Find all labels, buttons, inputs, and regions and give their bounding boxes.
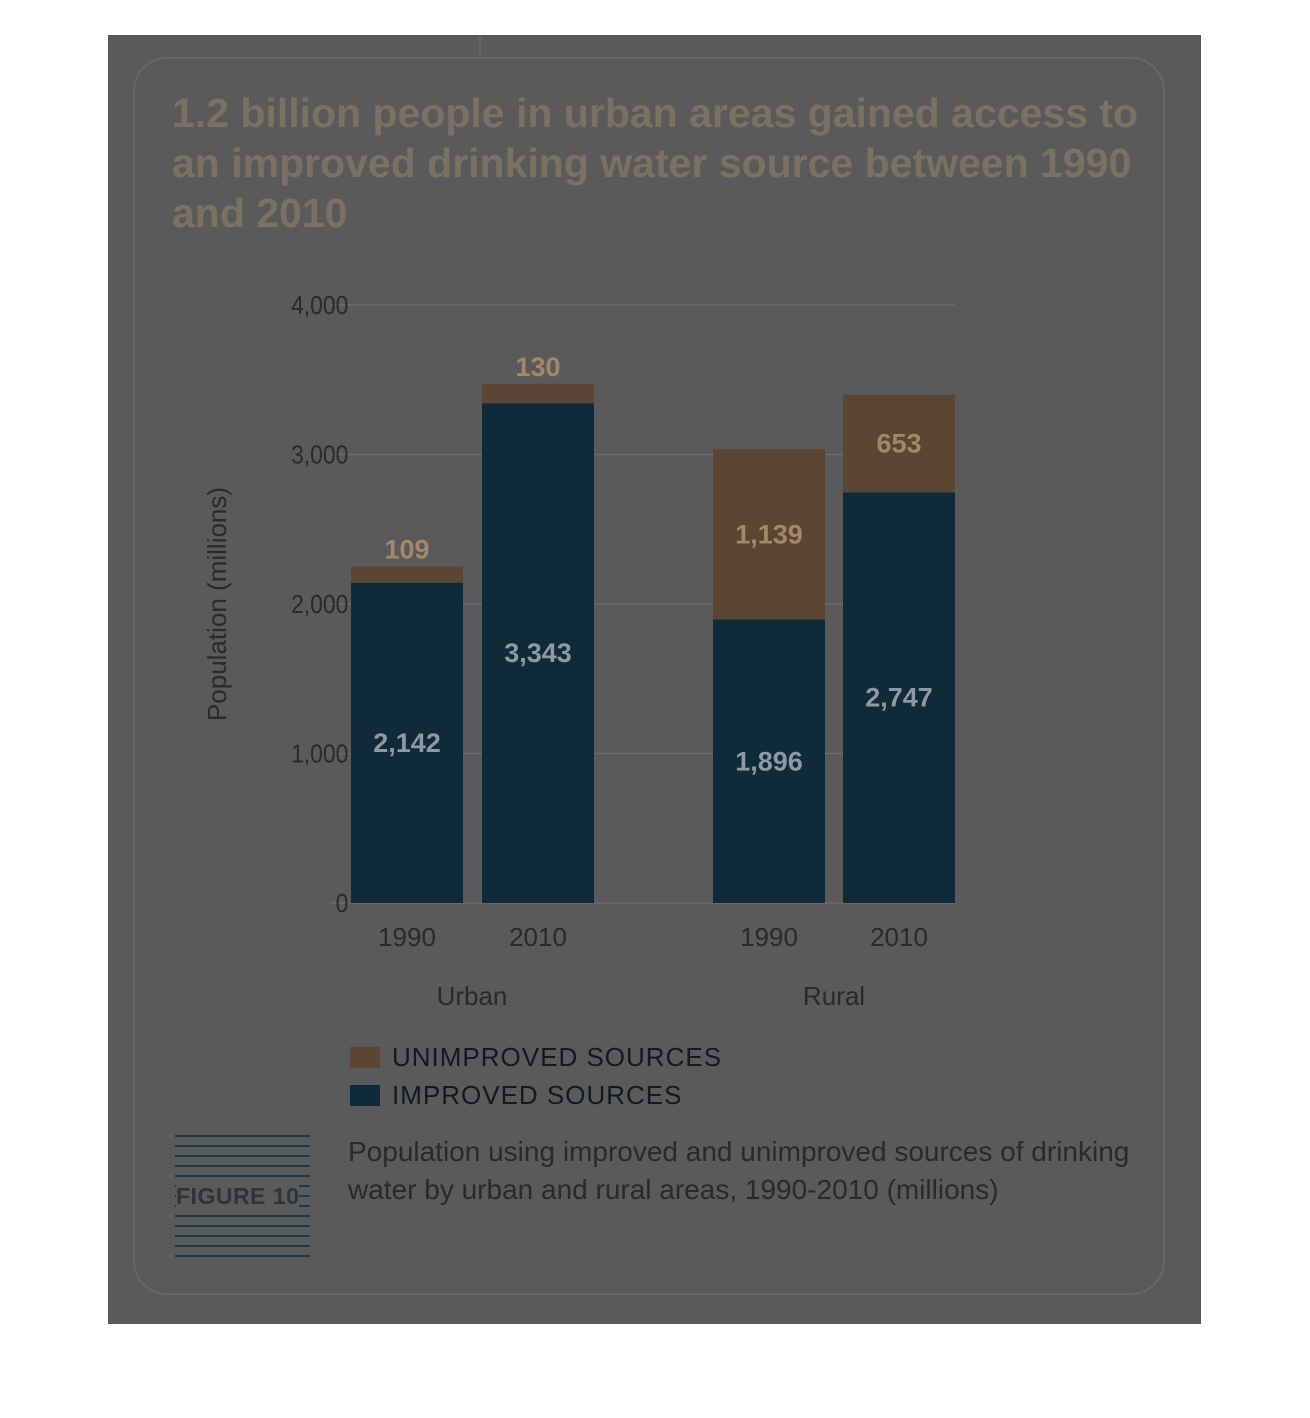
legend-swatch-improved: [350, 1084, 380, 1106]
data-label-unimproved: 1,139: [735, 519, 803, 549]
bar-improved: [351, 582, 463, 903]
x-tick-label: 2010: [870, 922, 928, 952]
bar-improved: [482, 403, 594, 903]
y-axis-label: Population (millions): [202, 487, 232, 721]
chart-legend: UNIMPROVED SOURCES IMPROVED SOURCES: [350, 1038, 722, 1114]
column-divider: [479, 35, 481, 55]
data-label-unimproved: 109: [384, 534, 429, 564]
data-label-improved: 1,896: [735, 746, 803, 776]
figure-number: FIGURE 10: [176, 1182, 300, 1211]
x-tick-label: 1990: [378, 922, 436, 952]
bar-unimproved: [713, 449, 825, 620]
x-group-label: Rural: [803, 981, 865, 1011]
data-label-unimproved: 653: [876, 429, 921, 459]
x-group-label: Urban: [437, 981, 508, 1011]
figure-panel: [108, 35, 1201, 1324]
figure-title: 1.2 billion people in urban areas gained…: [172, 90, 1139, 236]
figure-caption: Population using improved and unimproved…: [348, 1136, 1130, 1205]
bar-unimproved: [843, 394, 955, 493]
bar-improved: [713, 619, 825, 903]
y-tick-label: 0: [336, 890, 349, 919]
data-label-improved: 3,343: [504, 638, 572, 668]
legend-label-improved: IMPROVED SOURCES: [392, 1079, 683, 1110]
bar-improved: [843, 492, 955, 903]
y-tick-label: 4,000: [291, 292, 348, 321]
y-tick-label: 1,000: [291, 740, 348, 769]
figure-card: [133, 57, 1165, 1295]
legend-swatch-unimproved: [350, 1046, 380, 1068]
legend-label-unimproved: UNIMPROVED SOURCES: [392, 1041, 723, 1072]
data-label-improved: 2,142: [373, 728, 441, 758]
x-tick-label: 1990: [740, 922, 798, 952]
x-tick-label: 2010: [509, 922, 567, 952]
y-tick-label: 3,000: [291, 441, 348, 470]
legend-item-improved: IMPROVED SOURCES: [350, 1076, 722, 1114]
legend-item-unimproved: UNIMPROVED SOURCES: [350, 1038, 722, 1076]
bar-unimproved: [351, 566, 463, 583]
y-tick-label: 2,000: [291, 591, 348, 620]
bar-unimproved: [482, 383, 594, 404]
data-label-unimproved: 130: [515, 352, 560, 382]
data-label-improved: 2,747: [865, 683, 933, 713]
